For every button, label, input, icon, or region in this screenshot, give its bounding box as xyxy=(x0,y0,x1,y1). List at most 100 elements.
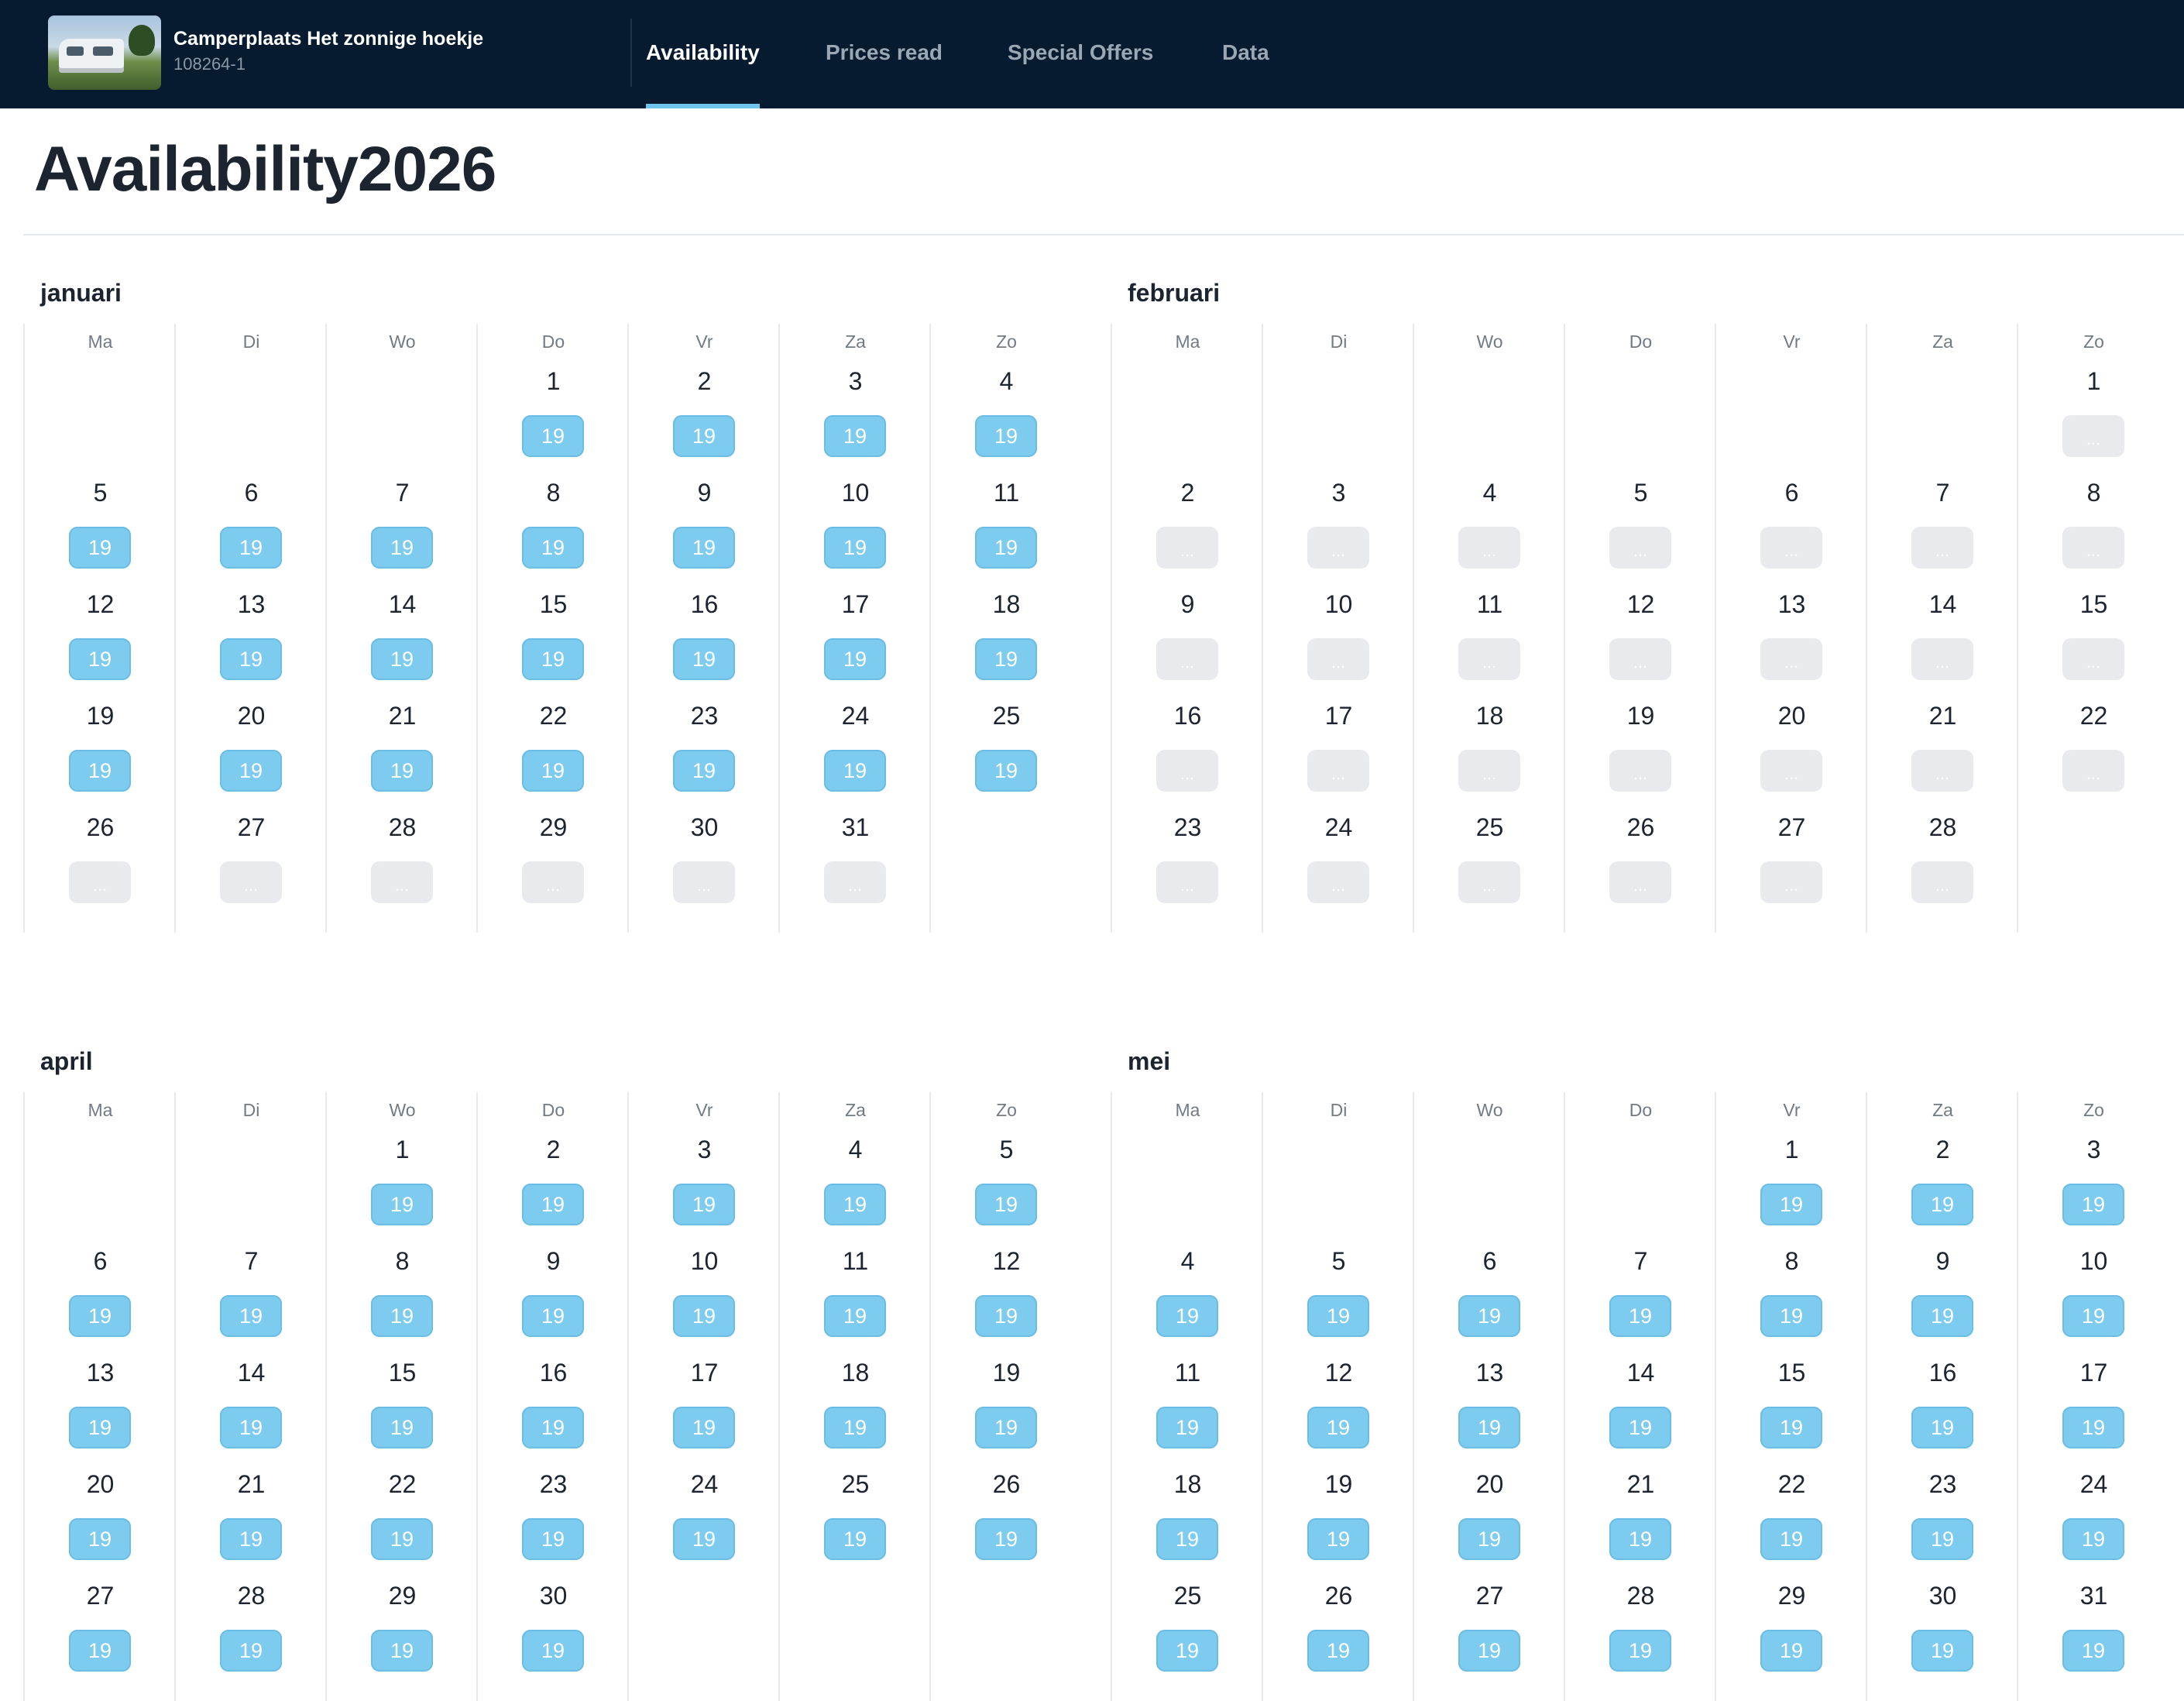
calendar-day[interactable]: 29 19 xyxy=(327,1576,478,1687)
availability-badge[interactable]: 19 xyxy=(371,527,433,569)
unavailable-badge[interactable]: ... xyxy=(2062,415,2124,457)
unavailable-badge[interactable]: ... xyxy=(69,861,131,903)
availability-badge[interactable]: 19 xyxy=(1911,1518,1973,1560)
unavailable-badge[interactable]: ... xyxy=(1911,750,1973,792)
calendar-day[interactable]: 28 19 xyxy=(1565,1576,1716,1687)
calendar-day[interactable]: 24 19 xyxy=(629,1464,780,1576)
availability-badge[interactable]: 19 xyxy=(673,750,735,792)
unavailable-badge[interactable]: ... xyxy=(1760,861,1822,903)
calendar-day[interactable]: 26... xyxy=(25,807,176,919)
calendar-day[interactable]: 19... xyxy=(1565,696,1716,807)
calendar-day[interactable]: 13... xyxy=(1716,584,1867,696)
availability-badge[interactable]: 19 xyxy=(1760,1295,1822,1337)
calendar-day[interactable]: 17... xyxy=(1263,696,1414,807)
availability-badge[interactable]: 19 xyxy=(1911,1407,1973,1448)
calendar-day[interactable]: 14 19 xyxy=(176,1352,327,1464)
availability-badge[interactable]: 19 xyxy=(371,1518,433,1560)
availability-badge[interactable]: 19 xyxy=(2062,1295,2124,1337)
availability-badge[interactable]: 19 xyxy=(69,638,131,680)
calendar-day[interactable]: 18 19 xyxy=(931,584,1082,696)
unavailable-badge[interactable]: ... xyxy=(673,861,735,903)
calendar-day[interactable]: 20 19 xyxy=(1414,1464,1565,1576)
calendar-day[interactable]: 17 19 xyxy=(2018,1352,2169,1464)
calendar-day[interactable]: 28... xyxy=(1867,807,2018,919)
unavailable-badge[interactable]: ... xyxy=(1307,527,1369,569)
availability-badge[interactable]: 19 xyxy=(371,1184,433,1225)
calendar-day[interactable]: 23 19 xyxy=(478,1464,629,1576)
availability-badge[interactable]: 19 xyxy=(69,1295,131,1337)
availability-badge[interactable]: 19 xyxy=(1609,1295,1671,1337)
availability-badge[interactable]: 19 xyxy=(1760,1184,1822,1225)
calendar-day[interactable]: 27... xyxy=(1716,807,1867,919)
unavailable-badge[interactable]: ... xyxy=(1760,638,1822,680)
calendar-day[interactable]: 28 19 xyxy=(176,1576,327,1687)
availability-badge[interactable]: 19 xyxy=(1156,1407,1218,1448)
availability-badge[interactable]: 19 xyxy=(220,1630,282,1672)
calendar-day[interactable]: 2 19 xyxy=(478,1129,629,1241)
availability-badge[interactable]: 19 xyxy=(824,1407,886,1448)
availability-badge[interactable]: 19 xyxy=(1156,1295,1218,1337)
site-thumbnail[interactable] xyxy=(48,15,161,90)
calendar-day[interactable]: 13 19 xyxy=(25,1352,176,1464)
availability-badge[interactable]: 19 xyxy=(1458,1518,1520,1560)
unavailable-badge[interactable]: ... xyxy=(522,861,584,903)
calendar-day[interactable]: 12 19 xyxy=(931,1241,1082,1352)
calendar-day[interactable]: 8 19 xyxy=(327,1241,478,1352)
calendar-day[interactable]: 30... xyxy=(629,807,780,919)
availability-badge[interactable]: 19 xyxy=(673,1518,735,1560)
availability-badge[interactable]: 19 xyxy=(975,1184,1037,1225)
availability-badge[interactable]: 19 xyxy=(975,1518,1037,1560)
calendar-day[interactable]: 13 19 xyxy=(1414,1352,1565,1464)
calendar-day[interactable]: 14... xyxy=(1867,584,2018,696)
calendar-day[interactable]: 15 19 xyxy=(327,1352,478,1464)
calendar-day[interactable]: 27 19 xyxy=(1414,1576,1565,1687)
availability-badge[interactable]: 19 xyxy=(220,1518,282,1560)
calendar-day[interactable]: 23 19 xyxy=(1867,1464,2018,1576)
availability-badge[interactable]: 19 xyxy=(69,527,131,569)
calendar-day[interactable]: 5... xyxy=(1565,472,1716,584)
availability-badge[interactable]: 19 xyxy=(371,638,433,680)
calendar-day[interactable]: 12 19 xyxy=(25,584,176,696)
calendar-day[interactable]: 26 19 xyxy=(1263,1576,1414,1687)
availability-badge[interactable]: 19 xyxy=(824,1518,886,1560)
tab-special-offers[interactable]: Special Offers xyxy=(1008,40,1154,64)
availability-badge[interactable]: 19 xyxy=(975,527,1037,569)
calendar-day[interactable]: 31... xyxy=(780,807,931,919)
calendar-day[interactable]: 7... xyxy=(1867,472,2018,584)
unavailable-badge[interactable]: ... xyxy=(1307,861,1369,903)
calendar-day[interactable]: 21... xyxy=(1867,696,2018,807)
availability-badge[interactable]: 19 xyxy=(522,1518,584,1560)
calendar-day[interactable]: 19 19 xyxy=(25,696,176,807)
availability-badge[interactable]: 19 xyxy=(2062,1518,2124,1560)
availability-badge[interactable]: 19 xyxy=(824,638,886,680)
calendar-day[interactable]: 1 19 xyxy=(1716,1129,1867,1241)
unavailable-badge[interactable]: ... xyxy=(1458,861,1520,903)
unavailable-badge[interactable]: ... xyxy=(1458,750,1520,792)
calendar-day[interactable]: 10 19 xyxy=(629,1241,780,1352)
availability-badge[interactable]: 19 xyxy=(371,1295,433,1337)
unavailable-badge[interactable]: ... xyxy=(2062,750,2124,792)
availability-badge[interactable]: 19 xyxy=(220,1407,282,1448)
availability-badge[interactable]: 19 xyxy=(220,638,282,680)
calendar-day[interactable]: 25 19 xyxy=(1112,1576,1263,1687)
availability-badge[interactable]: 19 xyxy=(1760,1407,1822,1448)
availability-badge[interactable]: 19 xyxy=(371,750,433,792)
availability-badge[interactable]: 19 xyxy=(69,1518,131,1560)
availability-badge[interactable]: 19 xyxy=(522,1630,584,1672)
calendar-day[interactable]: 9 19 xyxy=(478,1241,629,1352)
unavailable-badge[interactable]: ... xyxy=(1307,638,1369,680)
calendar-day[interactable]: 5 19 xyxy=(1263,1241,1414,1352)
unavailable-badge[interactable]: ... xyxy=(1911,861,1973,903)
availability-badge[interactable]: 19 xyxy=(522,1295,584,1337)
calendar-day[interactable]: 29 19 xyxy=(1716,1576,1867,1687)
availability-badge[interactable]: 19 xyxy=(673,1295,735,1337)
calendar-day[interactable]: 1 19 xyxy=(478,361,629,472)
calendar-day[interactable]: 26... xyxy=(1565,807,1716,919)
unavailable-badge[interactable]: ... xyxy=(371,861,433,903)
calendar-day[interactable]: 15 19 xyxy=(1716,1352,1867,1464)
tab-availability[interactable]: Availability xyxy=(646,0,760,108)
calendar-day[interactable]: 26 19 xyxy=(931,1464,1082,1576)
calendar-day[interactable]: 6... xyxy=(1716,472,1867,584)
calendar-day[interactable]: 22... xyxy=(2018,696,2169,807)
calendar-day[interactable]: 11 19 xyxy=(931,472,1082,584)
